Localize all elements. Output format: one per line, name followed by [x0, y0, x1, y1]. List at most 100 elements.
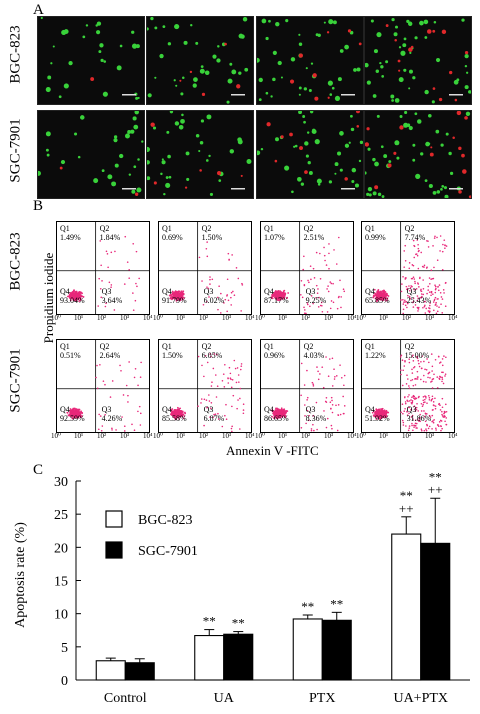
panel-c-letter: C: [33, 462, 44, 478]
flow-plot-6-x-tick: 10²: [199, 432, 209, 440]
flow-plot-2-x-tick: 10¹: [176, 314, 186, 322]
significance-annotation: **: [400, 488, 413, 503]
significance-annotation: ++: [399, 501, 414, 516]
quadrant-name: Q4: [365, 286, 375, 296]
legend-swatch-sgc7901: [105, 541, 123, 559]
bar-ptx-bgc823: [292, 618, 323, 681]
micrograph-r2-c2: [146, 110, 254, 199]
flow-plot-7-q3-label: Q3 8.36%: [306, 405, 327, 423]
flow-plot-5-x-tick: 10⁴: [143, 432, 153, 440]
quadrant-name: Q3: [406, 404, 417, 414]
flow-plot-6-x-tick: 10⁴: [245, 432, 255, 440]
quadrant-percent: 9.25%: [305, 295, 327, 305]
quadrant-percent: 0.69%: [162, 233, 183, 242]
flow-plot-3: Q1 1.07% Q2 2.51% Q3 9.25% Q4 87.17%: [260, 221, 354, 315]
quadrant-name: Q3: [203, 404, 214, 414]
quadrant-name: Q4: [264, 404, 274, 414]
flow-plot-2-x-tick: 10⁴: [245, 314, 255, 322]
flow-plot-7-x-tick: 10¹: [278, 432, 288, 440]
flow-plot-8-q3-label: Q3 31.86%: [407, 405, 432, 423]
flow-plot-3-x-tick: 10²: [301, 314, 311, 322]
flow-plot-3-q4-label: Q4 87.17%: [264, 287, 289, 305]
bar-ua-ptx-bgc823: [391, 533, 422, 681]
x-category-label: UA: [214, 691, 235, 706]
flow-plot-6-x-tick: 10¹: [176, 432, 186, 440]
apoptosis-bar-chart: Apoptosis rate (%) 0 5 10 15 20 25 30 ** ** ** **…: [13, 470, 470, 706]
flow-plot-5-x-tick: 10³: [120, 432, 130, 440]
flow-plot-8-x-tick: 10⁴: [448, 432, 458, 440]
bar-control-sgc7901: [124, 662, 155, 681]
flow-plot-7-q2-label: Q2 4.03%: [304, 342, 325, 360]
quadrant-percent: 0.99%: [365, 233, 386, 242]
y-tick-label: 20: [54, 541, 68, 556]
flow-plot-7-q4-label: Q4 86.65%: [264, 405, 289, 423]
flow-plot-4-q4-label: Q4 65.85%: [365, 287, 390, 305]
flow-plot-8-q1-label: Q1 1.22%: [365, 342, 386, 360]
quadrant-name: Q3: [203, 286, 214, 296]
quadrant-percent: 1.50%: [201, 233, 223, 242]
flow-plot-7-x-tick: 10²: [301, 432, 311, 440]
quadrant-percent: 1.84%: [99, 233, 121, 242]
flow-plot-4-q1-label: Q1 0.99%: [365, 224, 386, 242]
flow-plot-5-x-tick: 10⁰: [51, 432, 61, 440]
quadrant-percent: 4.26%: [101, 413, 123, 423]
flow-plot-3-x-tick: 10¹: [278, 314, 288, 322]
quadrant-name: Q1: [60, 342, 70, 351]
quadrant-name: Q2: [201, 224, 212, 233]
quadrant-percent: 0.96%: [264, 351, 285, 360]
flow-plot-5-q1-label: Q1 0.51%: [60, 342, 81, 360]
panel-b-y-axis-label: Propidium iodide: [41, 252, 56, 344]
flow-plot-7-q1-label: Q1 0.96%: [264, 342, 285, 360]
flow-plot-6-q1-label: Q1 1.50%: [162, 342, 183, 360]
quadrant-percent: 0.51%: [60, 351, 81, 360]
bar-control-bgc823: [95, 660, 126, 681]
flow-plot-4-x-tick: 10⁰: [356, 314, 366, 322]
flow-plot-5-q2-label: Q2 2.64%: [100, 342, 121, 360]
flow-plot-2-x-tick: 10²: [199, 314, 209, 322]
quadrant-name: Q1: [264, 224, 274, 233]
quadrant-name: Q2: [99, 342, 110, 351]
flow-plot-4-q3-label: Q3 25.43%: [407, 287, 432, 305]
significance-annotation: **: [330, 596, 343, 611]
panel-a-row-label-bgc823: BGC-823: [7, 25, 24, 84]
legend-label-sgc7901: SGC-7901: [138, 544, 198, 559]
quadrant-percent: 91.79%: [162, 295, 187, 305]
quadrant-name: Q1: [365, 342, 375, 351]
quadrant-percent: 85.58%: [162, 413, 187, 423]
quadrant-percent: 31.86%: [406, 413, 432, 423]
chart-y-axis-label: Apoptosis rate (%): [13, 522, 28, 628]
flow-plot-8-x-tick: 10⁰: [356, 432, 366, 440]
flow-plot-4: Q1 0.99% Q2 7.74% Q3 25.43% Q4 65.85%: [361, 221, 455, 315]
quadrant-name: Q2: [201, 342, 212, 351]
flow-plot-8: Q1 1.22% Q2 15.00% Q3 31.86% Q4 51.92%: [361, 339, 455, 433]
flow-plot-2-q1-label: Q1 0.69%: [162, 224, 183, 242]
quadrant-percent: 3.64%: [101, 295, 123, 305]
flow-plot-6-q3-label: Q3 6.87%: [204, 405, 225, 423]
micrograph-r1-c4: [364, 16, 472, 105]
bar-ptx-sgc7901: [321, 619, 352, 681]
flow-plot-2: Q1 0.69% Q2 1.50% Q3 6.02% Q4 91.79%: [158, 221, 252, 315]
quadrant-percent: 6.02%: [203, 295, 225, 305]
x-category-label: Control: [104, 691, 147, 706]
quadrant-name: Q4: [60, 404, 70, 414]
quadrant-percent: 1.22%: [365, 351, 386, 360]
flow-plot-5-x-tick: 10²: [97, 432, 107, 440]
quadrant-name: Q1: [365, 224, 375, 233]
flow-plot-1-x-tick: 10²: [97, 314, 107, 322]
legend-label-bgc823: BGC-823: [138, 513, 192, 528]
flow-plot-6-x-tick: 10⁰: [153, 432, 163, 440]
bar-ua-bgc823: [194, 635, 225, 681]
flow-plot-1-q3-label: Q3 3.64%: [102, 287, 123, 305]
quadrant-name: Q1: [162, 224, 172, 233]
quadrant-percent: 25.43%: [406, 295, 432, 305]
flow-plot-4-x-tick: 10³: [425, 314, 435, 322]
quadrant-percent: 8.36%: [305, 413, 327, 423]
flow-plot-6-q2-label: Q2 6.05%: [202, 342, 223, 360]
quadrant-name: Q2: [404, 224, 415, 233]
quadrant-percent: 2.51%: [303, 233, 325, 242]
flow-plot-5-q4-label: Q4 92.59%: [60, 405, 85, 423]
flow-plot-7: Q1 0.96% Q2 4.03% Q3 8.36% Q4 86.65%: [260, 339, 354, 433]
flow-plot-1: Q1 1.49% Q2 1.84% Q3 3.64% Q4 93.04%: [56, 221, 150, 315]
panel-b-letter: B: [33, 198, 44, 214]
quadrant-name: Q1: [264, 342, 274, 351]
